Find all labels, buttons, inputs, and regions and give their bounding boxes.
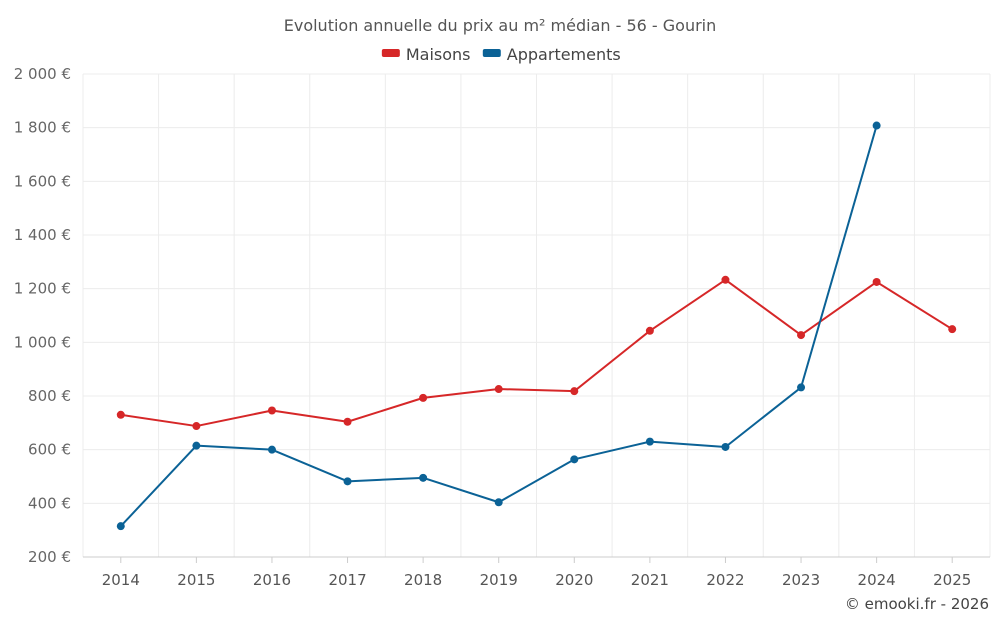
- grid: [82, 73, 991, 558]
- point-maisons-2023[interactable]: [797, 331, 806, 340]
- legend-swatch-maisons: [381, 49, 400, 57]
- point-maisons-2016[interactable]: [267, 406, 276, 415]
- x-tick-label: 2021: [631, 571, 669, 589]
- y-tick-label: 800 €: [28, 387, 71, 405]
- point-appartements-2018[interactable]: [419, 473, 428, 482]
- legend-label-maisons: Maisons: [406, 45, 471, 64]
- x-tick-label: 2015: [177, 571, 215, 589]
- y-tick-label: 400 €: [28, 494, 71, 512]
- point-appartements-2021[interactable]: [645, 437, 654, 446]
- point-maisons-2024[interactable]: [872, 277, 881, 286]
- credit-text: © emooki.fr - 2026: [845, 595, 989, 613]
- point-maisons-2020[interactable]: [570, 387, 579, 396]
- point-maisons-2019[interactable]: [494, 385, 503, 394]
- point-maisons-2025[interactable]: [948, 325, 957, 334]
- x-tick-label: 2023: [782, 571, 820, 589]
- legend-item-maisons[interactable]: Maisons: [381, 45, 471, 64]
- y-tick-label: 1 000 €: [14, 333, 71, 351]
- y-axis: 200 € 400 € 600 € 800 € 1 000 € 1 200 € 1 400 …: [14, 65, 71, 566]
- point-maisons-2021[interactable]: [645, 326, 654, 335]
- y-tick-label: 2 000 €: [14, 65, 71, 83]
- series-layer: [116, 121, 957, 531]
- legend-label-appartements: Appartements: [507, 45, 621, 64]
- y-tick-label: 1 400 €: [14, 226, 71, 244]
- point-maisons-2018[interactable]: [419, 393, 428, 402]
- x-tick-label: 2014: [102, 571, 140, 589]
- point-appartements-2023[interactable]: [797, 383, 806, 392]
- point-maisons-2022[interactable]: [721, 275, 730, 284]
- point-maisons-2014[interactable]: [116, 410, 125, 419]
- point-appartements-2017[interactable]: [343, 477, 352, 486]
- legend-swatch-appartements: [482, 49, 501, 57]
- chart-title: Evolution annuelle du prix au m² médian …: [284, 16, 717, 35]
- point-appartements-2024[interactable]: [872, 121, 881, 130]
- point-appartements-2022[interactable]: [721, 442, 730, 451]
- y-tick-label: 1 800 €: [14, 119, 71, 137]
- legend: Maisons Appartements: [381, 45, 621, 64]
- y-tick-label: 200 €: [28, 548, 71, 566]
- x-tick-label: 2018: [404, 571, 442, 589]
- x-axis: 2014 2015 2016 2017 2018 2019 2020 2021 2022 2023…: [83, 556, 990, 589]
- y-tick-label: 600 €: [28, 441, 71, 459]
- point-appartements-2020[interactable]: [570, 455, 579, 464]
- y-tick-label: 1 600 €: [14, 172, 71, 190]
- x-tick-label: 2025: [933, 571, 971, 589]
- x-tick-label: 2016: [253, 571, 291, 589]
- point-maisons-2015[interactable]: [192, 422, 201, 431]
- x-tick-label: 2022: [706, 571, 744, 589]
- point-appartements-2019[interactable]: [494, 498, 503, 507]
- point-appartements-2014[interactable]: [116, 522, 125, 531]
- point-appartements-2015[interactable]: [192, 441, 201, 450]
- x-tick-label: 2020: [555, 571, 593, 589]
- x-tick-label: 2017: [328, 571, 366, 589]
- x-tick-label: 2024: [858, 571, 896, 589]
- y-tick-label: 1 200 €: [14, 280, 71, 298]
- point-appartements-2016[interactable]: [267, 445, 276, 454]
- legend-item-appartements[interactable]: Appartements: [482, 45, 621, 64]
- series-line-maisons: [120, 278, 953, 428]
- x-tick-label: 2019: [480, 571, 518, 589]
- point-maisons-2017[interactable]: [343, 417, 352, 426]
